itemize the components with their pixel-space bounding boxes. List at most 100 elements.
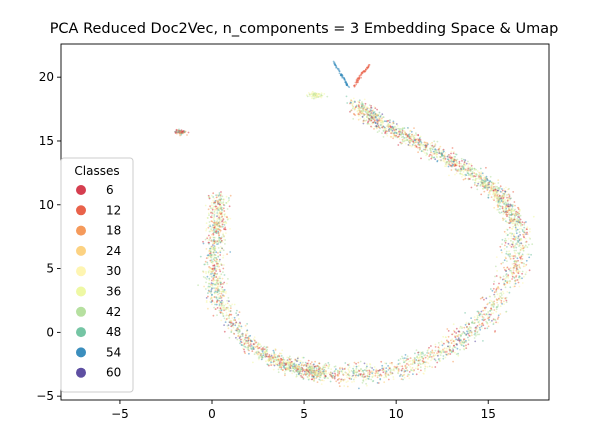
scatter-point bbox=[519, 249, 522, 252]
scatter-point bbox=[471, 172, 474, 175]
scatter-point bbox=[352, 378, 355, 381]
scatter-point bbox=[467, 336, 469, 339]
scatter-point bbox=[205, 278, 208, 280]
scatter-point bbox=[447, 154, 449, 157]
scatter-point bbox=[304, 373, 307, 375]
scatter-point bbox=[439, 354, 442, 356]
scatter-point bbox=[517, 237, 519, 240]
scatter-point bbox=[220, 292, 223, 295]
scatter-point bbox=[489, 309, 492, 312]
scatter-point bbox=[265, 346, 268, 349]
scatter-point bbox=[222, 267, 225, 270]
scatter-point bbox=[473, 184, 476, 186]
scatter-point bbox=[227, 310, 230, 312]
scatter-point bbox=[478, 333, 481, 336]
scatter-point bbox=[229, 251, 232, 253]
scatter-point bbox=[430, 150, 432, 153]
scatter-point bbox=[377, 369, 379, 372]
scatter-point bbox=[428, 158, 430, 161]
scatter-point bbox=[368, 371, 370, 373]
scatter-point bbox=[381, 113, 384, 116]
scatter-point bbox=[402, 359, 405, 362]
scatter-point bbox=[233, 316, 236, 319]
scatter-point bbox=[489, 288, 492, 290]
scatter-point bbox=[376, 382, 379, 384]
scatter-point bbox=[205, 272, 208, 275]
scatter-point bbox=[505, 228, 508, 231]
scatter-point bbox=[390, 362, 393, 364]
scatter-point bbox=[419, 147, 422, 150]
scatter-point bbox=[518, 228, 521, 230]
scatter-point bbox=[241, 338, 244, 341]
scatter-point bbox=[459, 325, 462, 328]
scatter-point bbox=[453, 342, 456, 344]
scatter-point bbox=[517, 272, 520, 275]
scatter-point bbox=[212, 199, 215, 202]
scatter-point bbox=[317, 370, 320, 373]
scatter-point bbox=[526, 246, 529, 249]
scatter-point bbox=[209, 205, 212, 208]
scatter-point bbox=[478, 320, 481, 322]
scatter-point bbox=[503, 195, 506, 197]
scatter-point bbox=[478, 171, 481, 174]
scatter-point bbox=[203, 285, 206, 288]
scatter-point bbox=[514, 263, 517, 266]
scatter-point bbox=[358, 102, 361, 105]
scatter-point bbox=[348, 366, 351, 369]
scatter-point bbox=[503, 283, 506, 286]
scatter-point bbox=[379, 115, 382, 118]
scatter-point bbox=[403, 371, 405, 374]
scatter-point bbox=[389, 362, 391, 365]
scatter-point bbox=[518, 216, 521, 219]
scatter-point bbox=[506, 266, 509, 269]
scatter-point bbox=[237, 330, 239, 333]
scatter-point bbox=[370, 105, 372, 107]
scatter-point bbox=[370, 378, 373, 381]
scatter-point bbox=[355, 365, 358, 368]
scatter-point bbox=[515, 230, 518, 232]
scatter-point bbox=[421, 150, 423, 152]
scatter-point bbox=[434, 359, 437, 362]
scatter-point bbox=[515, 265, 518, 267]
scatter-point bbox=[500, 205, 502, 208]
scatter-point bbox=[446, 339, 448, 342]
scatter-point bbox=[308, 375, 311, 377]
scatter-point bbox=[338, 385, 341, 388]
scatter-point bbox=[507, 253, 509, 256]
scatter-point bbox=[215, 205, 218, 208]
scatter-point bbox=[505, 210, 507, 213]
scatter-point bbox=[488, 316, 490, 319]
scatter-point bbox=[338, 382, 340, 384]
scatter-point bbox=[521, 272, 523, 275]
scatter-point bbox=[330, 373, 333, 376]
scatter-point bbox=[369, 363, 372, 366]
scatter-point bbox=[219, 285, 222, 288]
scatter-point bbox=[206, 261, 209, 264]
scatter-point bbox=[215, 232, 218, 234]
scatter-point bbox=[431, 148, 434, 151]
scatter-point bbox=[442, 148, 445, 151]
scatter-point bbox=[515, 261, 517, 264]
scatter-point bbox=[228, 197, 230, 199]
scatter-point bbox=[458, 165, 461, 168]
scatter-point bbox=[238, 318, 240, 320]
scatter-point bbox=[417, 359, 420, 362]
scatter-point bbox=[494, 330, 496, 332]
scatter-point bbox=[462, 331, 464, 334]
scatter-point bbox=[257, 346, 259, 349]
scatter-point bbox=[217, 230, 220, 233]
scatter-point bbox=[223, 330, 226, 333]
scatter-point bbox=[372, 109, 375, 111]
scatter-point bbox=[241, 335, 244, 337]
scatter-point bbox=[498, 282, 500, 285]
scatter-point bbox=[207, 256, 210, 259]
scatter-point bbox=[412, 140, 414, 143]
scatter-point bbox=[479, 176, 482, 178]
scatter-point bbox=[434, 354, 437, 357]
scatter-point bbox=[225, 314, 227, 317]
scatter-point bbox=[284, 360, 287, 363]
scatter-point bbox=[211, 272, 214, 275]
scatter-point bbox=[294, 369, 297, 372]
scatter-point bbox=[490, 312, 493, 315]
scatter-point bbox=[291, 367, 294, 369]
